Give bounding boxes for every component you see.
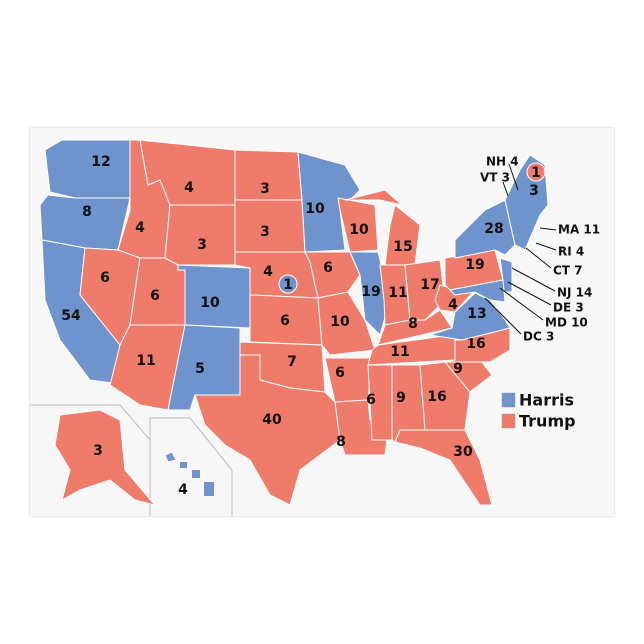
state-md[interactable] <box>448 279 506 303</box>
district-ne-2[interactable] <box>278 274 298 294</box>
state-sd[interactable] <box>234 199 306 253</box>
legend-label-harris: Harris <box>519 391 574 410</box>
callout-line <box>539 227 557 231</box>
ev-label: 12 <box>91 154 110 170</box>
ev-label: 54 <box>61 308 81 324</box>
callout-line <box>507 281 552 306</box>
callout-line <box>525 247 552 269</box>
ev-label: 7 <box>287 354 297 370</box>
ev-label: 5 <box>195 361 205 377</box>
ev-label: 8 <box>408 316 418 332</box>
ev-label: 4 <box>184 180 194 196</box>
ev-label: 11 <box>390 344 409 360</box>
ev-label: 6 <box>100 270 110 286</box>
state-mi-upper[interactable] <box>344 189 403 206</box>
state-oh[interactable] <box>404 259 446 321</box>
state-ar[interactable] <box>324 357 373 403</box>
ev-label: 9 <box>396 390 406 406</box>
state-wa[interactable] <box>44 139 131 199</box>
hawaii-inset-border <box>149 417 233 516</box>
legend-swatch-trump <box>501 413 516 429</box>
ev-label: 11 <box>136 353 155 369</box>
callout-label: DE 3 <box>553 301 584 315</box>
state-wi[interactable] <box>337 197 379 253</box>
state-la[interactable] <box>334 399 389 456</box>
ev-label: 16 <box>427 389 446 405</box>
callout-line <box>511 267 556 292</box>
district-ev-label: 1 <box>531 165 541 181</box>
ev-label: 28 <box>484 221 503 237</box>
district-ev-label: 1 <box>283 277 293 293</box>
callout-line <box>499 287 544 321</box>
ev-label: 8 <box>82 204 92 220</box>
ev-label: 19 <box>465 257 484 273</box>
alaska-inset-border <box>30 404 151 516</box>
callout-line <box>502 181 509 197</box>
legend-label-trump: Trump <box>519 412 576 431</box>
ev-label: 3 <box>197 237 207 253</box>
ev-label: 10 <box>330 314 350 330</box>
state-ak[interactable] <box>54 409 157 506</box>
state-mi[interactable] <box>384 204 421 266</box>
district-me-2[interactable] <box>526 162 546 182</box>
hawaii-island <box>204 482 214 496</box>
ev-label: 3 <box>260 224 270 240</box>
ev-label: 3 <box>529 183 539 199</box>
callout-label: NH 4 <box>486 155 519 169</box>
state-hi[interactable] <box>164 451 177 463</box>
callout-line <box>484 297 522 335</box>
ev-label: 10 <box>305 201 325 217</box>
ev-label: 19 <box>361 284 380 300</box>
state-ms[interactable] <box>367 364 393 441</box>
callout-label: DC 3 <box>523 330 554 344</box>
ev-label: 15 <box>393 239 412 255</box>
callout-label: RI 4 <box>558 245 584 259</box>
ev-label: 10 <box>349 222 369 238</box>
ev-label: 8 <box>336 434 346 450</box>
ev-label: 3 <box>260 181 270 197</box>
ev-label: 10 <box>200 295 220 311</box>
ev-label: 16 <box>466 336 485 352</box>
ev-label: 40 <box>262 412 282 428</box>
ev-label: 30 <box>453 444 473 460</box>
ev-label: 4 <box>263 264 273 280</box>
callout-label: VT 3 <box>480 171 510 185</box>
state-il[interactable] <box>349 251 391 336</box>
ev-label: 4 <box>448 297 458 313</box>
ev-label: 6 <box>150 288 160 304</box>
state-wy[interactable] <box>164 204 236 266</box>
ev-label: 11 <box>388 285 407 301</box>
ev-label: 9 <box>453 361 463 377</box>
ev-label: 6 <box>366 392 376 408</box>
ev-label: 4 <box>178 482 188 498</box>
ev-label: 6 <box>335 365 345 381</box>
hawaii-island <box>192 470 200 478</box>
callout-label: MD 10 <box>545 316 588 330</box>
ev-label: 17 <box>420 277 439 293</box>
ev-label: 6 <box>280 313 290 329</box>
legend-swatch-harris <box>501 392 516 408</box>
callout-label: MA 11 <box>558 223 600 237</box>
ev-label: 13 <box>467 306 486 322</box>
callout-label: CT 7 <box>553 264 583 278</box>
hawaii-island <box>180 462 187 468</box>
callout-label: NJ 14 <box>557 286 592 300</box>
ev-label: 3 <box>93 443 103 459</box>
ev-label: 4 <box>135 220 145 236</box>
callout-line <box>535 242 557 251</box>
state-ga[interactable] <box>419 361 471 431</box>
state-fl[interactable] <box>394 429 493 506</box>
ev-label: 6 <box>323 260 333 276</box>
state-mn[interactable] <box>297 151 361 253</box>
callout-line <box>508 163 519 191</box>
state-ny[interactable] <box>454 199 516 259</box>
